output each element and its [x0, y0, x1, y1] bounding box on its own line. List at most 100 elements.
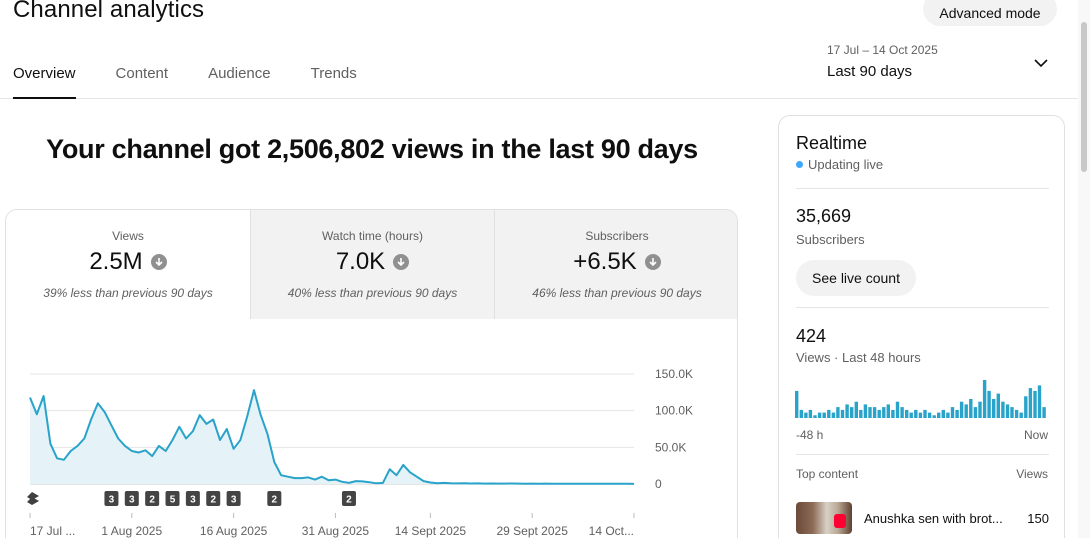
tab-content[interactable]: Content: [115, 65, 169, 82]
realtime-bar[interactable]: [914, 409, 918, 418]
video-thumbnail[interactable]: [796, 502, 852, 534]
realtime-bar[interactable]: [872, 407, 877, 418]
arrow-down-icon: [644, 254, 661, 270]
realtime-bar[interactable]: [822, 412, 826, 418]
realtime-bar[interactable]: [946, 412, 950, 418]
x-tick-label: 14 Sept 2025: [395, 524, 467, 538]
realtime-bar[interactable]: [1019, 412, 1023, 418]
realtime-bar[interactable]: [817, 412, 822, 418]
realtime-bar[interactable]: [969, 399, 973, 418]
realtime-bar[interactable]: [918, 412, 923, 418]
see-live-count-button[interactable]: See live count: [796, 260, 916, 296]
realtime-bar[interactable]: [804, 412, 808, 418]
shorts-icon: [834, 514, 846, 528]
realtime-bar[interactable]: [996, 393, 1000, 418]
realtime-bar[interactable]: [877, 409, 881, 418]
realtime-bar[interactable]: [927, 412, 932, 418]
upload-marker-count: 2: [346, 495, 352, 506]
realtime-bar[interactable]: [1010, 407, 1014, 418]
realtime-bar[interactable]: [859, 409, 863, 418]
realtime-bar[interactable]: [845, 404, 849, 418]
realtime-bar[interactable]: [808, 409, 813, 418]
realtime-bar[interactable]: [900, 407, 904, 418]
chevron-down-icon[interactable]: [1032, 54, 1050, 72]
top-content-row[interactable]: Anushka sen with brot... 150: [796, 502, 1049, 534]
advanced-mode-button[interactable]: Advanced mode: [923, 0, 1057, 26]
realtime-bar[interactable]: [992, 399, 996, 418]
realtime-bar[interactable]: [831, 412, 836, 418]
realtime-bar[interactable]: [1028, 388, 1033, 418]
realtime-bar[interactable]: [1033, 390, 1037, 418]
realtime-bar[interactable]: [863, 404, 868, 418]
realtime-bar[interactable]: [799, 409, 803, 418]
x-tick-label: 17 Jul ...: [30, 524, 75, 538]
page-title: Channel analytics: [13, 0, 205, 23]
realtime-bar[interactable]: [982, 380, 987, 418]
realtime-bar[interactable]: [1005, 404, 1010, 418]
upload-marker[interactable]: 3: [226, 491, 241, 506]
realtime-bar[interactable]: [909, 412, 913, 418]
x-tick-label: 16 Aug 2025: [200, 524, 268, 538]
upload-marker[interactable]: 2: [341, 491, 356, 506]
realtime-bar[interactable]: [1042, 407, 1046, 418]
realtime-bar[interactable]: [813, 415, 817, 418]
realtime-bar[interactable]: [1037, 385, 1042, 418]
arrow-down-icon: [150, 254, 167, 270]
upload-marker[interactable]: 2: [206, 491, 221, 506]
realtime-bar[interactable]: [959, 401, 964, 418]
realtime-bar[interactable]: [1001, 401, 1005, 418]
metric-label: Watch time (hours): [322, 229, 423, 243]
realtime-axis-end: Now: [1023, 428, 1048, 442]
video-title[interactable]: Anushka sen with brot...: [864, 511, 1003, 526]
upload-marker-count: 2: [210, 495, 216, 506]
realtime-bar[interactable]: [923, 409, 927, 418]
metric-value: 2.5M: [89, 248, 143, 275]
live-status-text: Updating live: [808, 157, 884, 172]
realtime-bar[interactable]: [905, 409, 909, 418]
tab-overview[interactable]: Overview: [13, 60, 76, 99]
realtime-bar[interactable]: [987, 390, 991, 418]
realtime-bar[interactable]: [886, 404, 890, 418]
realtime-bar[interactable]: [840, 409, 845, 418]
realtime-bar[interactable]: [955, 409, 959, 418]
realtime-bar-chart[interactable]: [793, 378, 1051, 420]
realtime-bar[interactable]: [1014, 409, 1019, 418]
realtime-bar[interactable]: [895, 401, 900, 418]
realtime-bar[interactable]: [827, 409, 831, 418]
scrollbar[interactable]: [1078, 0, 1090, 538]
metric-tab-views[interactable]: Views 2.5M 39% less than previous 90 day…: [6, 210, 250, 319]
upload-marker[interactable]: 3: [104, 491, 119, 506]
metric-tab-watch-time[interactable]: Watch time (hours) 7.0K 40% less than pr…: [250, 210, 494, 319]
realtime-bar[interactable]: [978, 401, 982, 418]
upload-marker[interactable]: 2: [267, 491, 282, 506]
tab-audience[interactable]: Audience: [208, 65, 271, 82]
date-range-selector[interactable]: 17 Jul – 14 Oct 2025 Last 90 days: [827, 43, 938, 80]
realtime-bar[interactable]: [950, 407, 955, 418]
realtime-bar[interactable]: [868, 407, 872, 418]
scrollbar-thumb[interactable]: [1081, 22, 1087, 172]
realtime-bar[interactable]: [850, 407, 854, 418]
upload-marker[interactable]: 5: [165, 491, 180, 506]
realtime-bar[interactable]: [964, 404, 968, 418]
realtime-bar[interactable]: [973, 407, 978, 418]
realtime-bar[interactable]: [795, 390, 799, 418]
realtime-bar[interactable]: [882, 407, 886, 418]
realtime-bar[interactable]: [891, 409, 895, 418]
realtime-bar[interactable]: [932, 415, 936, 418]
realtime-bar[interactable]: [937, 412, 941, 418]
tab-trends[interactable]: Trends: [310, 65, 357, 82]
upload-marker[interactable]: 3: [124, 491, 139, 506]
upload-marker[interactable]: 3: [185, 491, 200, 506]
realtime-bar[interactable]: [1024, 396, 1028, 418]
realtime-bar[interactable]: [941, 409, 945, 418]
analytics-header: Channel analytics Advanced mode Overview…: [0, 0, 1078, 99]
realtime-bar[interactable]: [854, 401, 858, 418]
views-headline: Your channel got 2,506,802 views in the …: [46, 134, 698, 164]
series-line[interactable]: [29, 389, 635, 485]
x-tick-label: 1 Aug 2025: [101, 524, 162, 538]
metric-tab-subscribers[interactable]: Subscribers +6.5K 46% less than previous…: [494, 210, 737, 319]
upload-marker[interactable]: 2: [145, 491, 160, 506]
shorts-marker-icon[interactable]: [27, 492, 39, 505]
realtime-bar[interactable]: [836, 407, 840, 418]
